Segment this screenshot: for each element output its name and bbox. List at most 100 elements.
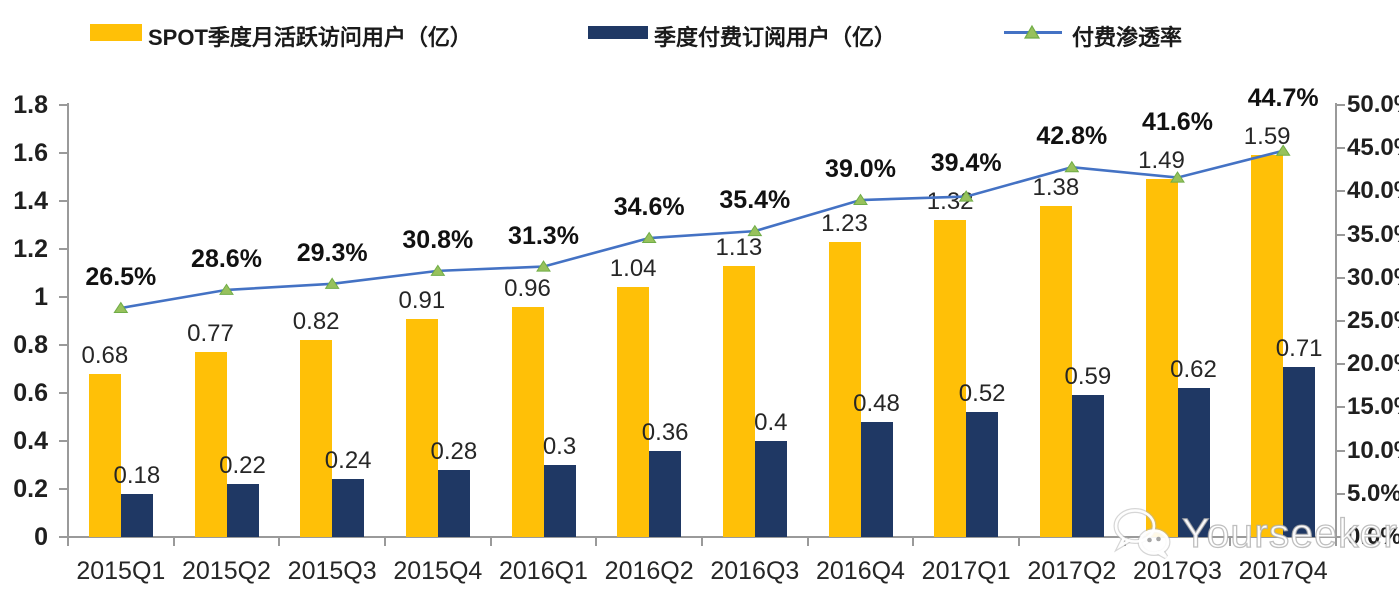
penetration-label: 39.4% (930, 149, 1002, 178)
y-axis-label-right: 15.0% (1347, 393, 1399, 421)
bar-label-mau: 1.49 (1138, 147, 1185, 175)
bar-label-subs: 0.4 (754, 409, 788, 436)
y-axis-label-left: 0.4 (13, 427, 48, 455)
bar-label-subs: 0.62 (1170, 356, 1217, 384)
y-axis-label-left: 1 (34, 283, 48, 311)
bar-label-subs: 0.18 (113, 461, 161, 489)
bar-label-mau: 1.59 (1243, 123, 1291, 151)
x-axis-tick (1018, 537, 1020, 546)
y-axis-label-left: 0.8 (13, 331, 48, 359)
penetration-label: 30.8% (402, 225, 474, 254)
x-axis-label: 2015Q3 (287, 557, 377, 585)
y-axis-label-right: 0.0% (1347, 523, 1399, 550)
x-axis-tick (278, 537, 281, 546)
bar-label-subs: 0.48 (853, 389, 900, 417)
y-axis-right-tick (1336, 320, 1345, 322)
y-axis-right-tick (1336, 492, 1345, 495)
y-axis-label-right: 45.0% (1347, 134, 1399, 162)
y-axis-left-tick (59, 440, 68, 442)
penetration-label: 41.6% (1142, 108, 1213, 137)
bar-subs (1071, 395, 1104, 537)
bar-label-subs: 0.36 (641, 418, 689, 446)
x-axis-tick (384, 537, 386, 546)
x-axis-label: 2016Q2 (604, 557, 694, 585)
y-axis-left-tick (59, 296, 68, 298)
y-axis-left-tick (59, 488, 68, 490)
penetration-label: 31.3% (508, 221, 579, 250)
x-axis-label: 2016Q4 (816, 557, 905, 585)
penetration-label: 26.5% (85, 263, 157, 292)
y-axis-label-right: 50.0% (1347, 91, 1399, 118)
y-axis-label-left: 0.6 (13, 379, 48, 407)
y-axis-label-right: 35.0% (1347, 220, 1399, 248)
y-axis-right-tick (1336, 276, 1345, 279)
y-axis-right-tick (1336, 363, 1345, 366)
legend-mau-label: SPOT季度月活跃访问用户（亿） (148, 25, 472, 50)
legend-mau-swatch (90, 24, 142, 41)
bar-label-mau: 0.96 (504, 274, 551, 302)
y-axis-label-right: 20.0% (1347, 350, 1399, 378)
x-axis-tick (172, 537, 175, 546)
y-axis-label-left: 0 (34, 523, 48, 551)
legend-row: SPOT季度月活跃访问用户（亿） 季度付费订阅用户（亿） 付费渗透率 (0, 0, 1399, 60)
x-axis-tick (67, 537, 69, 546)
bar-mau (405, 318, 438, 537)
bar-label-subs: 0.59 (1064, 363, 1112, 391)
y-axis-label-left: 1.6 (13, 139, 48, 167)
y-axis-label-right: 30.0% (1347, 263, 1399, 291)
y-axis-right-tick (1336, 147, 1345, 150)
bar-label-mau: 1.32 (926, 188, 974, 216)
penetration-label: 29.3% (296, 238, 368, 267)
y-axis-label-right: 5.0% (1347, 479, 1399, 507)
y-axis-label-left: 1.8 (13, 91, 48, 119)
bar-subs (332, 479, 365, 537)
x-axis-label: 2015Q4 (393, 557, 483, 585)
bar-label-subs: 0.22 (219, 452, 266, 480)
bar-subs (860, 421, 893, 537)
x-axis-tick (912, 537, 915, 546)
bar-label-mau: 0.91 (398, 286, 446, 314)
bar-subs (1283, 366, 1316, 537)
bar-label-subs: 0.24 (324, 447, 372, 475)
bar-label-subs: 0.28 (430, 437, 478, 465)
bar-label-subs: 0.3 (542, 433, 577, 460)
bar-label-subs: 0.52 (958, 380, 1006, 408)
y-axis-right-tick (1336, 104, 1345, 106)
y-axis-label-right: 40.0% (1347, 177, 1399, 205)
bar-mau (617, 287, 650, 537)
penetration-label: 35.4% (719, 186, 791, 215)
y-axis-left-tick (59, 200, 68, 202)
bar-label-mau: 1.04 (609, 255, 657, 283)
x-axis-label: 2015Q2 (182, 557, 271, 585)
legend-subs-label: 季度付费订阅用户（亿） (654, 25, 897, 50)
y-axis-left-tick (59, 536, 68, 538)
watermark: Yourseeker (1112, 506, 1398, 560)
x-axis-label: 2016Q3 (710, 557, 800, 585)
y-axis-left-tick (59, 392, 68, 394)
x-axis-label: 2015Q1 (76, 557, 166, 585)
y-axis-right-tick (1336, 449, 1345, 452)
bar-label-mau: 0.68 (81, 341, 129, 369)
penetration-label: 34.6% (613, 193, 685, 222)
x-axis-label: 2017Q2 (1027, 557, 1117, 585)
bar-subs (226, 484, 259, 537)
y-axis-label-left: 1.2 (13, 235, 48, 263)
y-axis-label-left: 1.4 (13, 187, 48, 215)
y-axis-right-tick (1336, 190, 1345, 193)
x-axis-tick (489, 537, 492, 546)
watermark-text: Yourseeker (1181, 509, 1398, 556)
y-axis-label-right: 25.0% (1347, 307, 1399, 334)
y-axis-right-tick (1336, 233, 1345, 236)
legend-triangle-marker-icon (1023, 24, 1041, 39)
bar-mau (88, 373, 121, 537)
bar-subs (966, 412, 999, 537)
x-axis-label: 2016Q1 (499, 557, 588, 585)
wechat-icon (1113, 508, 1171, 560)
y-axis-left-tick (59, 152, 68, 154)
y-axis-label-left: 0.2 (13, 475, 48, 503)
x-axis-tick (595, 537, 598, 546)
x-axis-tick (806, 537, 809, 546)
y-axis-left-tick (59, 104, 68, 106)
bar-subs (649, 450, 682, 537)
x-axis-tick (1335, 537, 1337, 546)
